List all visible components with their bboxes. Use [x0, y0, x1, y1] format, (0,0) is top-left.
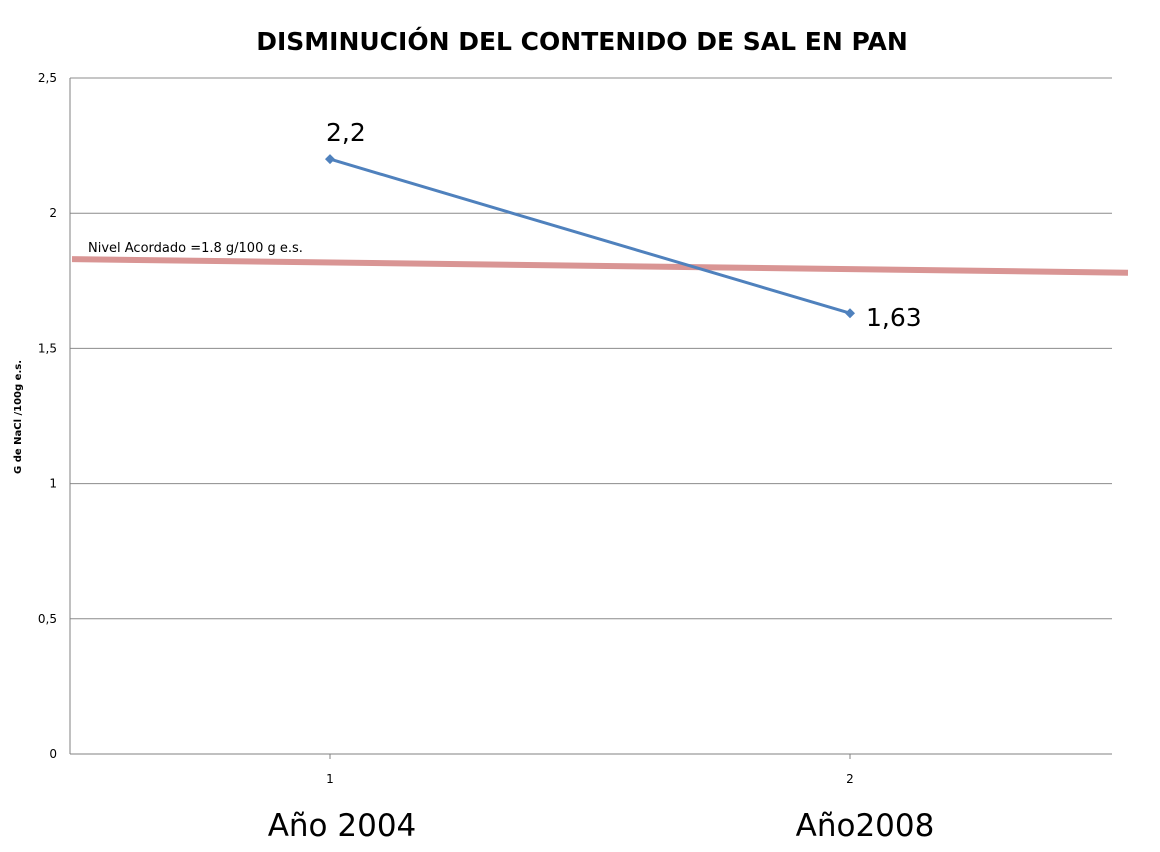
reference-line-group: Nivel Acordado =1.8 g/100 g e.s.	[71, 241, 1129, 276]
category-label: Año2008	[796, 808, 935, 844]
y-tick-label: 0	[49, 747, 57, 761]
category-labels: Año 2004 Año2008	[268, 808, 935, 844]
reference-line	[71, 256, 1129, 276]
series-line	[329, 157, 851, 315]
y-tick-label: 1	[49, 477, 57, 491]
chart-title: DISMINUCIÓN DEL CONTENIDO DE SAL EN PAN	[256, 26, 908, 56]
y-tick-label: 2,5	[38, 71, 57, 85]
data-labels: 2,2 1,63	[326, 118, 922, 332]
x-tick-label: 1	[326, 772, 334, 786]
y-tick-label: 2	[49, 206, 57, 220]
axes: 0 0,5 1 1,5 2 2,5 1 2	[38, 71, 854, 786]
y-tick-label: 0,5	[38, 612, 57, 626]
data-point	[845, 308, 855, 319]
series-line-group	[325, 154, 855, 319]
data-label: 1,63	[866, 303, 922, 332]
category-label: Año 2004	[268, 808, 417, 844]
reference-line-label: Nivel Acordado =1.8 g/100 g e.s.	[88, 241, 303, 256]
x-tick-label: 2	[846, 772, 854, 786]
data-label: 2,2	[326, 118, 366, 147]
data-point	[325, 154, 335, 165]
y-tick-label: 1,5	[38, 341, 57, 355]
y-axis-label: G de NaCl /100g e.s.	[13, 360, 24, 474]
gridlines	[70, 77, 1112, 755]
